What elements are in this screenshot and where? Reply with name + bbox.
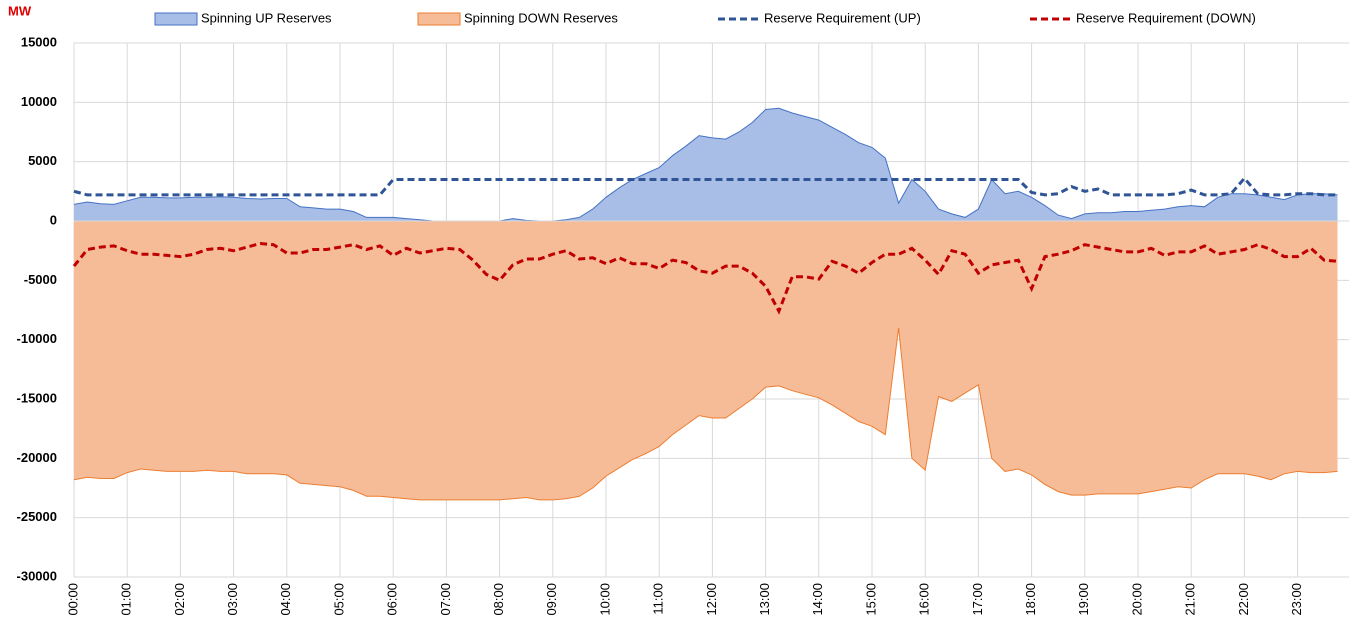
- line: [73, 176, 1338, 197]
- y-tick-label: -5000: [24, 272, 57, 287]
- x-tick-label: 04:00: [278, 583, 293, 616]
- line: [72, 241, 1338, 315]
- y-tick-label: -20000: [17, 450, 57, 465]
- y-tick-label: 15000: [21, 34, 57, 49]
- x-tick-label: 16:00: [917, 583, 932, 616]
- y-tick-label: -15000: [17, 390, 57, 405]
- x-tick-label: 07:00: [438, 583, 453, 616]
- x-tick-label: 10:00: [597, 583, 612, 616]
- y-tick-label: -30000: [17, 568, 57, 583]
- legend-label: Spinning DOWN Reserves: [464, 10, 618, 25]
- labels: -30000 -25000 -20000 -15000 -10000 -5000 0 5000…: [17, 34, 1305, 615]
- x-tick-label: 03:00: [225, 583, 240, 616]
- x-tick-label: 08:00: [491, 583, 506, 616]
- area: [74, 108, 1338, 221]
- x-tick-label: 13:00: [757, 583, 772, 616]
- x-tick-label: 21:00: [1183, 583, 1198, 616]
- x-tick-label: 12:00: [704, 583, 719, 616]
- y-tick-label: 10000: [21, 94, 57, 109]
- legend-swatch: [154, 12, 198, 26]
- area: [74, 221, 1338, 500]
- legend-label: Reserve Requirement (UP): [764, 10, 921, 25]
- x-tick-label: 17:00: [970, 583, 985, 616]
- area-edge: [73, 327, 1338, 501]
- x-tick-label: 22:00: [1236, 583, 1251, 616]
- x-tick-label: 15:00: [863, 583, 878, 616]
- x-tick-label: 01:00: [119, 583, 134, 616]
- x-tick-label: 09:00: [544, 583, 559, 616]
- x-tick-label: 23:00: [1289, 583, 1304, 616]
- y-tick-label: 5000: [28, 153, 57, 168]
- x-tick-label: 14:00: [810, 583, 825, 616]
- areas: [73, 107, 1338, 501]
- x-tick-label: 00:00: [65, 583, 80, 616]
- y-tick-label: -25000: [17, 509, 57, 524]
- y-tick-label: -10000: [17, 331, 57, 346]
- lines: [72, 176, 1349, 315]
- y-tick-label: 0: [50, 212, 57, 227]
- x-tick-label: 11:00: [651, 583, 666, 615]
- legend-swatch: [417, 12, 461, 26]
- x-tick-label: 20:00: [1129, 583, 1144, 616]
- legend-label: Spinning UP Reserves: [201, 10, 332, 25]
- area-edge: [73, 107, 1338, 222]
- x-tick-label: 18:00: [1023, 583, 1038, 616]
- y-axis-label: MW: [8, 3, 32, 18]
- x-tick-label: 19:00: [1076, 583, 1091, 616]
- x-tick-label: 02:00: [172, 583, 187, 616]
- legend-label: Reserve Requirement (DOWN): [1076, 10, 1256, 25]
- x-tick-label: 06:00: [385, 583, 400, 616]
- x-tick-label: 05:00: [331, 583, 346, 616]
